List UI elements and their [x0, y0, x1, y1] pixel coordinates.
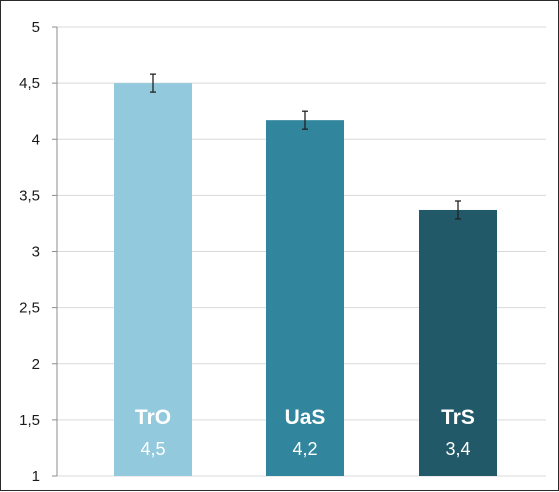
bar [114, 83, 192, 476]
bar-category-label: TrO [135, 406, 171, 429]
y-tick-label: 3,5 [19, 187, 40, 204]
bar-value-label: 4,5 [140, 439, 165, 459]
y-tick-label: 1,5 [19, 412, 40, 429]
y-tick-label: 2,5 [19, 300, 40, 317]
y-tick-label: 4 [32, 131, 40, 148]
bar [419, 209, 497, 476]
y-tick-label: 3 [32, 244, 40, 261]
y-tick-label: 5 [32, 19, 40, 36]
bar [266, 120, 344, 476]
y-tick-label: 4,5 [19, 75, 40, 92]
y-tick-label: 2 [32, 356, 40, 373]
bar-value-label: 3,4 [445, 439, 470, 459]
bar-value-label: 4,2 [292, 439, 317, 459]
bar-category-label: TrS [441, 406, 475, 429]
bar-category-label: UaS [285, 406, 326, 429]
y-tick-label: 1 [32, 468, 40, 485]
